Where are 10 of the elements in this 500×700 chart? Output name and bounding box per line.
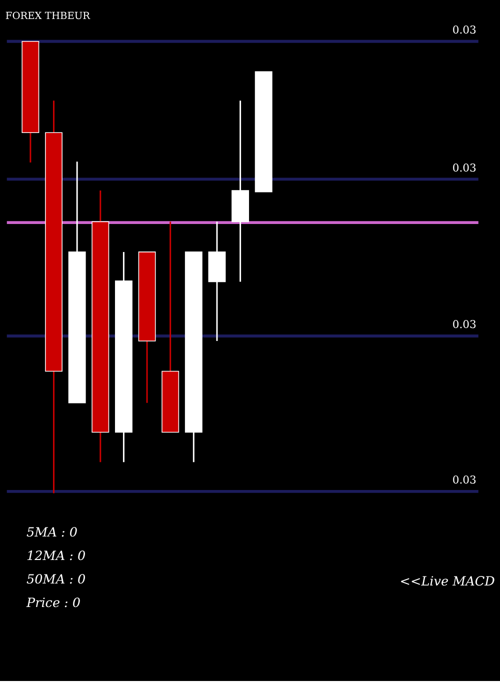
text: 50MA : 0 <box>26 572 86 588</box>
text: 0.03 <box>452 318 477 332</box>
text: Price : 0 <box>26 596 81 612</box>
chart-title: FOREX THBEUR <box>5 10 91 22</box>
text: 5MA : 0 <box>26 525 78 540</box>
text: 0.03 <box>452 474 477 487</box>
text: 0.03 <box>452 24 477 37</box>
text: 0.03 <box>452 161 477 174</box>
text: 12MA : 0 <box>26 549 86 564</box>
text: <<Live MACD <box>400 574 495 590</box>
